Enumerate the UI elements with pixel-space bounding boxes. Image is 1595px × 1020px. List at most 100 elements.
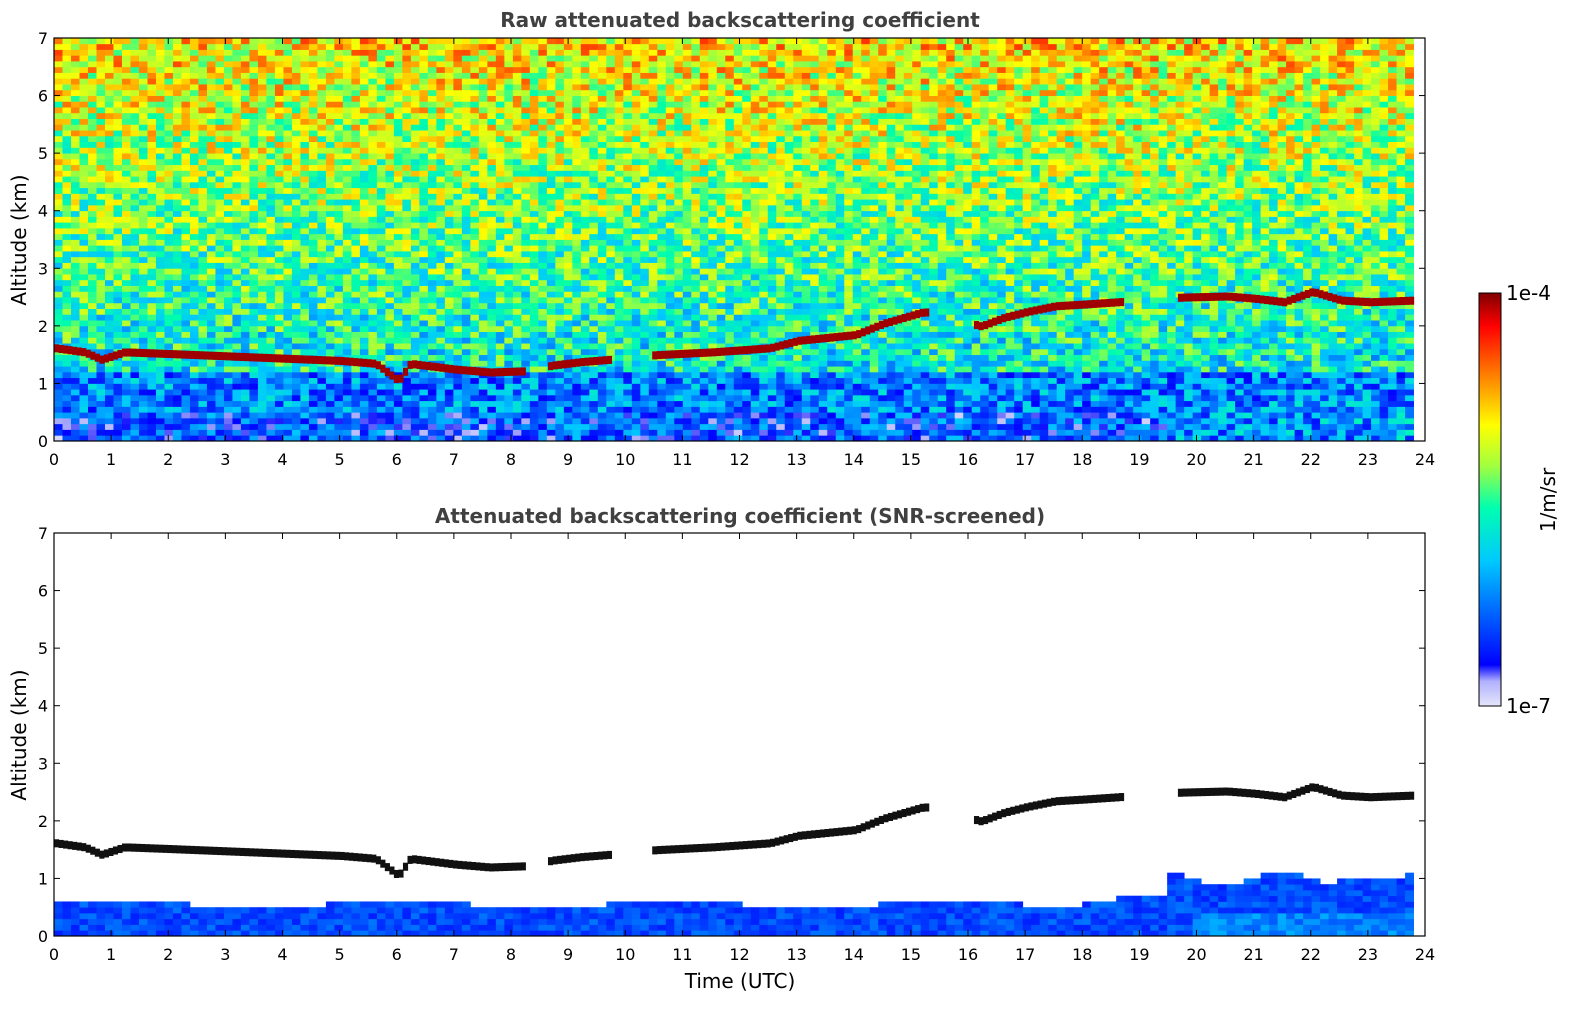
heatmap-cell — [70, 118, 80, 125]
heatmap-cell — [427, 55, 437, 62]
heatmap-cell — [249, 89, 259, 96]
heatmap-cell — [334, 417, 344, 425]
heatmap-cell — [563, 204, 573, 212]
heatmap-cell — [138, 371, 148, 379]
heatmap-cell — [572, 245, 582, 252]
heatmap-cell — [512, 435, 522, 442]
heatmap-cell — [461, 297, 471, 304]
heatmap-cell — [232, 118, 242, 125]
heatmap-cell — [62, 72, 72, 79]
heatmap-cell — [555, 78, 565, 85]
heatmap-cell — [470, 435, 480, 442]
heatmap-cell — [546, 210, 556, 217]
heatmap-cell — [130, 251, 140, 258]
heatmap-cell — [487, 233, 497, 240]
heatmap-cell — [87, 268, 97, 275]
heatmap-cell — [274, 435, 284, 442]
heatmap-cell — [87, 61, 97, 68]
heatmap-cell — [504, 153, 514, 160]
heatmap-cell — [419, 389, 429, 396]
heatmap-cell — [504, 66, 514, 73]
heatmap-cell — [96, 112, 106, 119]
heatmap-cell — [572, 124, 582, 131]
heatmap-cell — [631, 314, 641, 321]
heatmap-cell — [215, 423, 225, 430]
heatmap-cell — [461, 107, 471, 114]
heatmap-cell — [70, 216, 80, 223]
heatmap-cell — [427, 107, 437, 114]
heatmap-cell — [283, 222, 293, 229]
heatmap-cell — [325, 204, 335, 212]
heatmap-cell — [385, 262, 395, 269]
heatmap-cell — [291, 274, 301, 281]
heatmap-cell — [351, 158, 361, 166]
heatmap-cell — [130, 204, 140, 212]
heatmap-cell — [436, 233, 446, 240]
heatmap-cell — [164, 61, 174, 68]
heatmap-cell — [130, 176, 140, 183]
heatmap-cell — [325, 251, 335, 258]
heatmap-cell — [393, 435, 403, 442]
heatmap-cell — [96, 204, 106, 212]
heatmap-cell — [232, 348, 242, 356]
heatmap-cell — [300, 383, 310, 390]
heatmap-cell — [444, 400, 454, 407]
heatmap-cell — [206, 112, 216, 119]
heatmap-cell — [376, 285, 386, 292]
heatmap-cell — [206, 256, 216, 263]
heatmap-cell — [240, 429, 250, 436]
heatmap-cell — [249, 107, 259, 114]
heatmap-cell — [512, 354, 522, 361]
heatmap-cell — [198, 72, 208, 79]
heatmap-cell — [308, 291, 318, 298]
heatmap-cell — [189, 262, 199, 269]
heatmap-cell — [495, 429, 505, 436]
heatmap-cell — [529, 412, 539, 419]
heatmap-cell — [113, 176, 123, 183]
heatmap-cell — [351, 406, 361, 413]
heatmap-cell — [580, 49, 590, 56]
heatmap-cell — [410, 187, 420, 194]
heatmap-cell — [79, 89, 89, 96]
heatmap-cell — [172, 360, 182, 367]
heatmap-cell — [181, 274, 191, 281]
heatmap-cell — [342, 262, 352, 269]
heatmap-cell — [113, 187, 123, 194]
heatmap-cell — [130, 222, 140, 229]
heatmap-cell — [580, 89, 590, 96]
heatmap-cell — [172, 95, 182, 102]
heatmap-cell — [487, 389, 497, 396]
heatmap-cell — [164, 89, 174, 96]
heatmap-cell — [376, 61, 386, 68]
heatmap-cell — [54, 187, 63, 194]
heatmap-cell — [155, 435, 165, 442]
heatmap-cell — [589, 38, 599, 45]
heatmap-cell — [461, 354, 471, 361]
heatmap-cell — [529, 394, 539, 402]
heatmap-cell — [274, 222, 284, 229]
heatmap-cell — [648, 227, 658, 235]
heatmap-cell — [419, 170, 429, 177]
heatmap-cell — [274, 274, 284, 281]
heatmap-cell — [470, 412, 480, 419]
heatmap-cell — [54, 153, 63, 160]
heatmap-cell — [461, 308, 471, 315]
heatmap-cell — [376, 112, 386, 119]
heatmap-cell — [427, 245, 437, 252]
heatmap-cell — [130, 89, 140, 96]
heatmap-cell — [62, 55, 72, 62]
heatmap-cell — [359, 302, 369, 309]
heatmap-cell — [87, 297, 97, 304]
heatmap-cell — [147, 66, 157, 73]
heatmap-cell — [461, 291, 471, 298]
heatmap-cell — [538, 268, 548, 275]
heatmap-cell — [546, 348, 556, 356]
heatmap-cell — [240, 256, 250, 263]
heatmap-cell — [521, 348, 531, 356]
heatmap-cell — [181, 320, 191, 327]
heatmap-cell — [308, 49, 318, 56]
heatmap-cell — [614, 343, 624, 350]
heatmap-cell — [96, 400, 106, 407]
heatmap-cell — [563, 55, 573, 62]
heatmap-cell — [444, 49, 454, 56]
